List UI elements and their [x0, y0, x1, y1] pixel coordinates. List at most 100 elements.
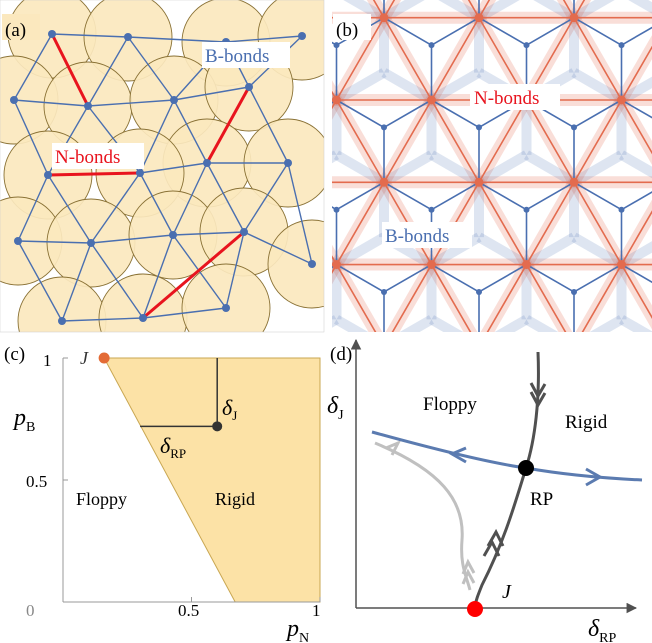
b-site	[618, 42, 625, 49]
b-site	[428, 206, 435, 213]
b-bond	[383, 181, 432, 211]
n-bond	[467, 0, 480, 19]
particle-center	[84, 102, 92, 110]
b-bond-wide	[429, 315, 464, 332]
y-tick-1: 1	[43, 351, 52, 370]
n-bond	[622, 347, 652, 429]
particle-center	[58, 317, 66, 325]
flow-line-gray	[374, 441, 472, 591]
b-bond	[13, 33, 53, 101]
n-bond	[525, 181, 575, 265]
b-bond-wide	[571, 0, 615, 23]
n-bond	[383, 17, 433, 101]
panel-d: (d) Floppy Rigid RP J δJ δRP	[327, 338, 643, 643]
n-bond	[50, 33, 90, 107]
n-bond	[525, 264, 567, 332]
n-bond	[620, 210, 652, 265]
n-site	[332, 95, 341, 105]
b-bond	[431, 17, 480, 46]
b-site	[381, 124, 387, 131]
b-site	[618, 206, 625, 213]
n-bond	[335, 17, 385, 101]
n-bond	[573, 17, 623, 101]
particle-center	[170, 96, 178, 104]
b-bond-wide	[428, 68, 482, 105]
b-bond	[383, 263, 432, 293]
x-tick-05: 0.5	[178, 601, 199, 620]
b-bond	[336, 181, 385, 211]
flow-arrow-gray-3	[461, 568, 476, 585]
flow-arrow-dark-1	[529, 382, 547, 400]
b-site	[429, 371, 435, 377]
b-bond-wide	[476, 232, 530, 269]
b-site	[476, 288, 482, 295]
flow-arrow-blue-right	[585, 467, 604, 487]
b-bond	[142, 307, 227, 319]
b-bond	[51, 33, 129, 38]
particle-center	[284, 159, 292, 167]
n-bond-wide	[384, 347, 432, 429]
panel-b-tag: (b)	[336, 20, 358, 41]
b-bond-wide	[618, 76, 652, 105]
panel-a-tag-bg	[2, 14, 40, 40]
b-bond-wide	[333, 68, 387, 105]
b-bond-wide	[571, 232, 625, 269]
b-bond	[87, 36, 129, 107]
particle-center	[245, 83, 253, 91]
b-bond	[526, 181, 575, 211]
b-bond	[621, 191, 652, 211]
rp-point	[518, 460, 534, 476]
n-site	[332, 260, 341, 270]
n-site	[617, 95, 626, 105]
n-bond	[479, 347, 527, 429]
n-site	[190, 342, 199, 351]
x-tick-0: 0	[26, 601, 35, 620]
b-bond-wide	[589, 315, 624, 332]
b-bond	[61, 242, 92, 322]
particle-center	[136, 169, 144, 177]
b-bond	[573, 17, 622, 46]
n-bonds-label-bg-b	[470, 84, 560, 110]
b-bond	[526, 263, 575, 293]
n-site	[569, 177, 579, 187]
b-site	[333, 42, 340, 49]
flow-arrow-dark-2	[529, 391, 547, 409]
n-bond	[581, 264, 623, 332]
n-bond	[562, 0, 575, 19]
d-x-axis-label: δRP	[588, 616, 616, 643]
d-y-axis-label: δJ	[327, 393, 344, 423]
b-bond-wide	[343, 0, 387, 23]
b-bond	[173, 99, 208, 164]
b-bond-wide	[619, 315, 652, 332]
b-bond-wide	[494, 315, 529, 332]
b-bond	[127, 36, 227, 43]
particle-center	[48, 30, 56, 38]
n-site	[475, 342, 484, 351]
b-bond	[248, 86, 289, 164]
b-site	[334, 371, 340, 377]
n-site	[380, 342, 389, 351]
b-bond-wide	[334, 150, 387, 187]
b-bond	[574, 347, 622, 374]
start-point	[467, 601, 483, 617]
b-bond-wide	[571, 150, 624, 187]
b-bond	[13, 99, 49, 176]
panel-a-tag: (a)	[5, 20, 26, 41]
b-bond-wide	[533, 0, 577, 23]
b-bond-wide	[334, 315, 369, 332]
b-site	[571, 288, 577, 295]
b-bond-wide	[476, 150, 529, 187]
b-bond	[172, 231, 245, 236]
particle-center	[203, 159, 211, 167]
n-bond	[335, 181, 385, 265]
delta-j-label: δJ	[222, 395, 237, 423]
b-bond	[90, 242, 144, 319]
rp-label: RP	[530, 489, 553, 510]
n-bond	[620, 45, 652, 101]
particle-center	[124, 33, 132, 41]
particle-disk	[267, 219, 324, 309]
panel-b-tag-bg	[333, 14, 371, 40]
b-bond-wide	[524, 315, 559, 332]
panel-c-tag: (c)	[4, 344, 25, 365]
b-bond	[621, 99, 652, 119]
